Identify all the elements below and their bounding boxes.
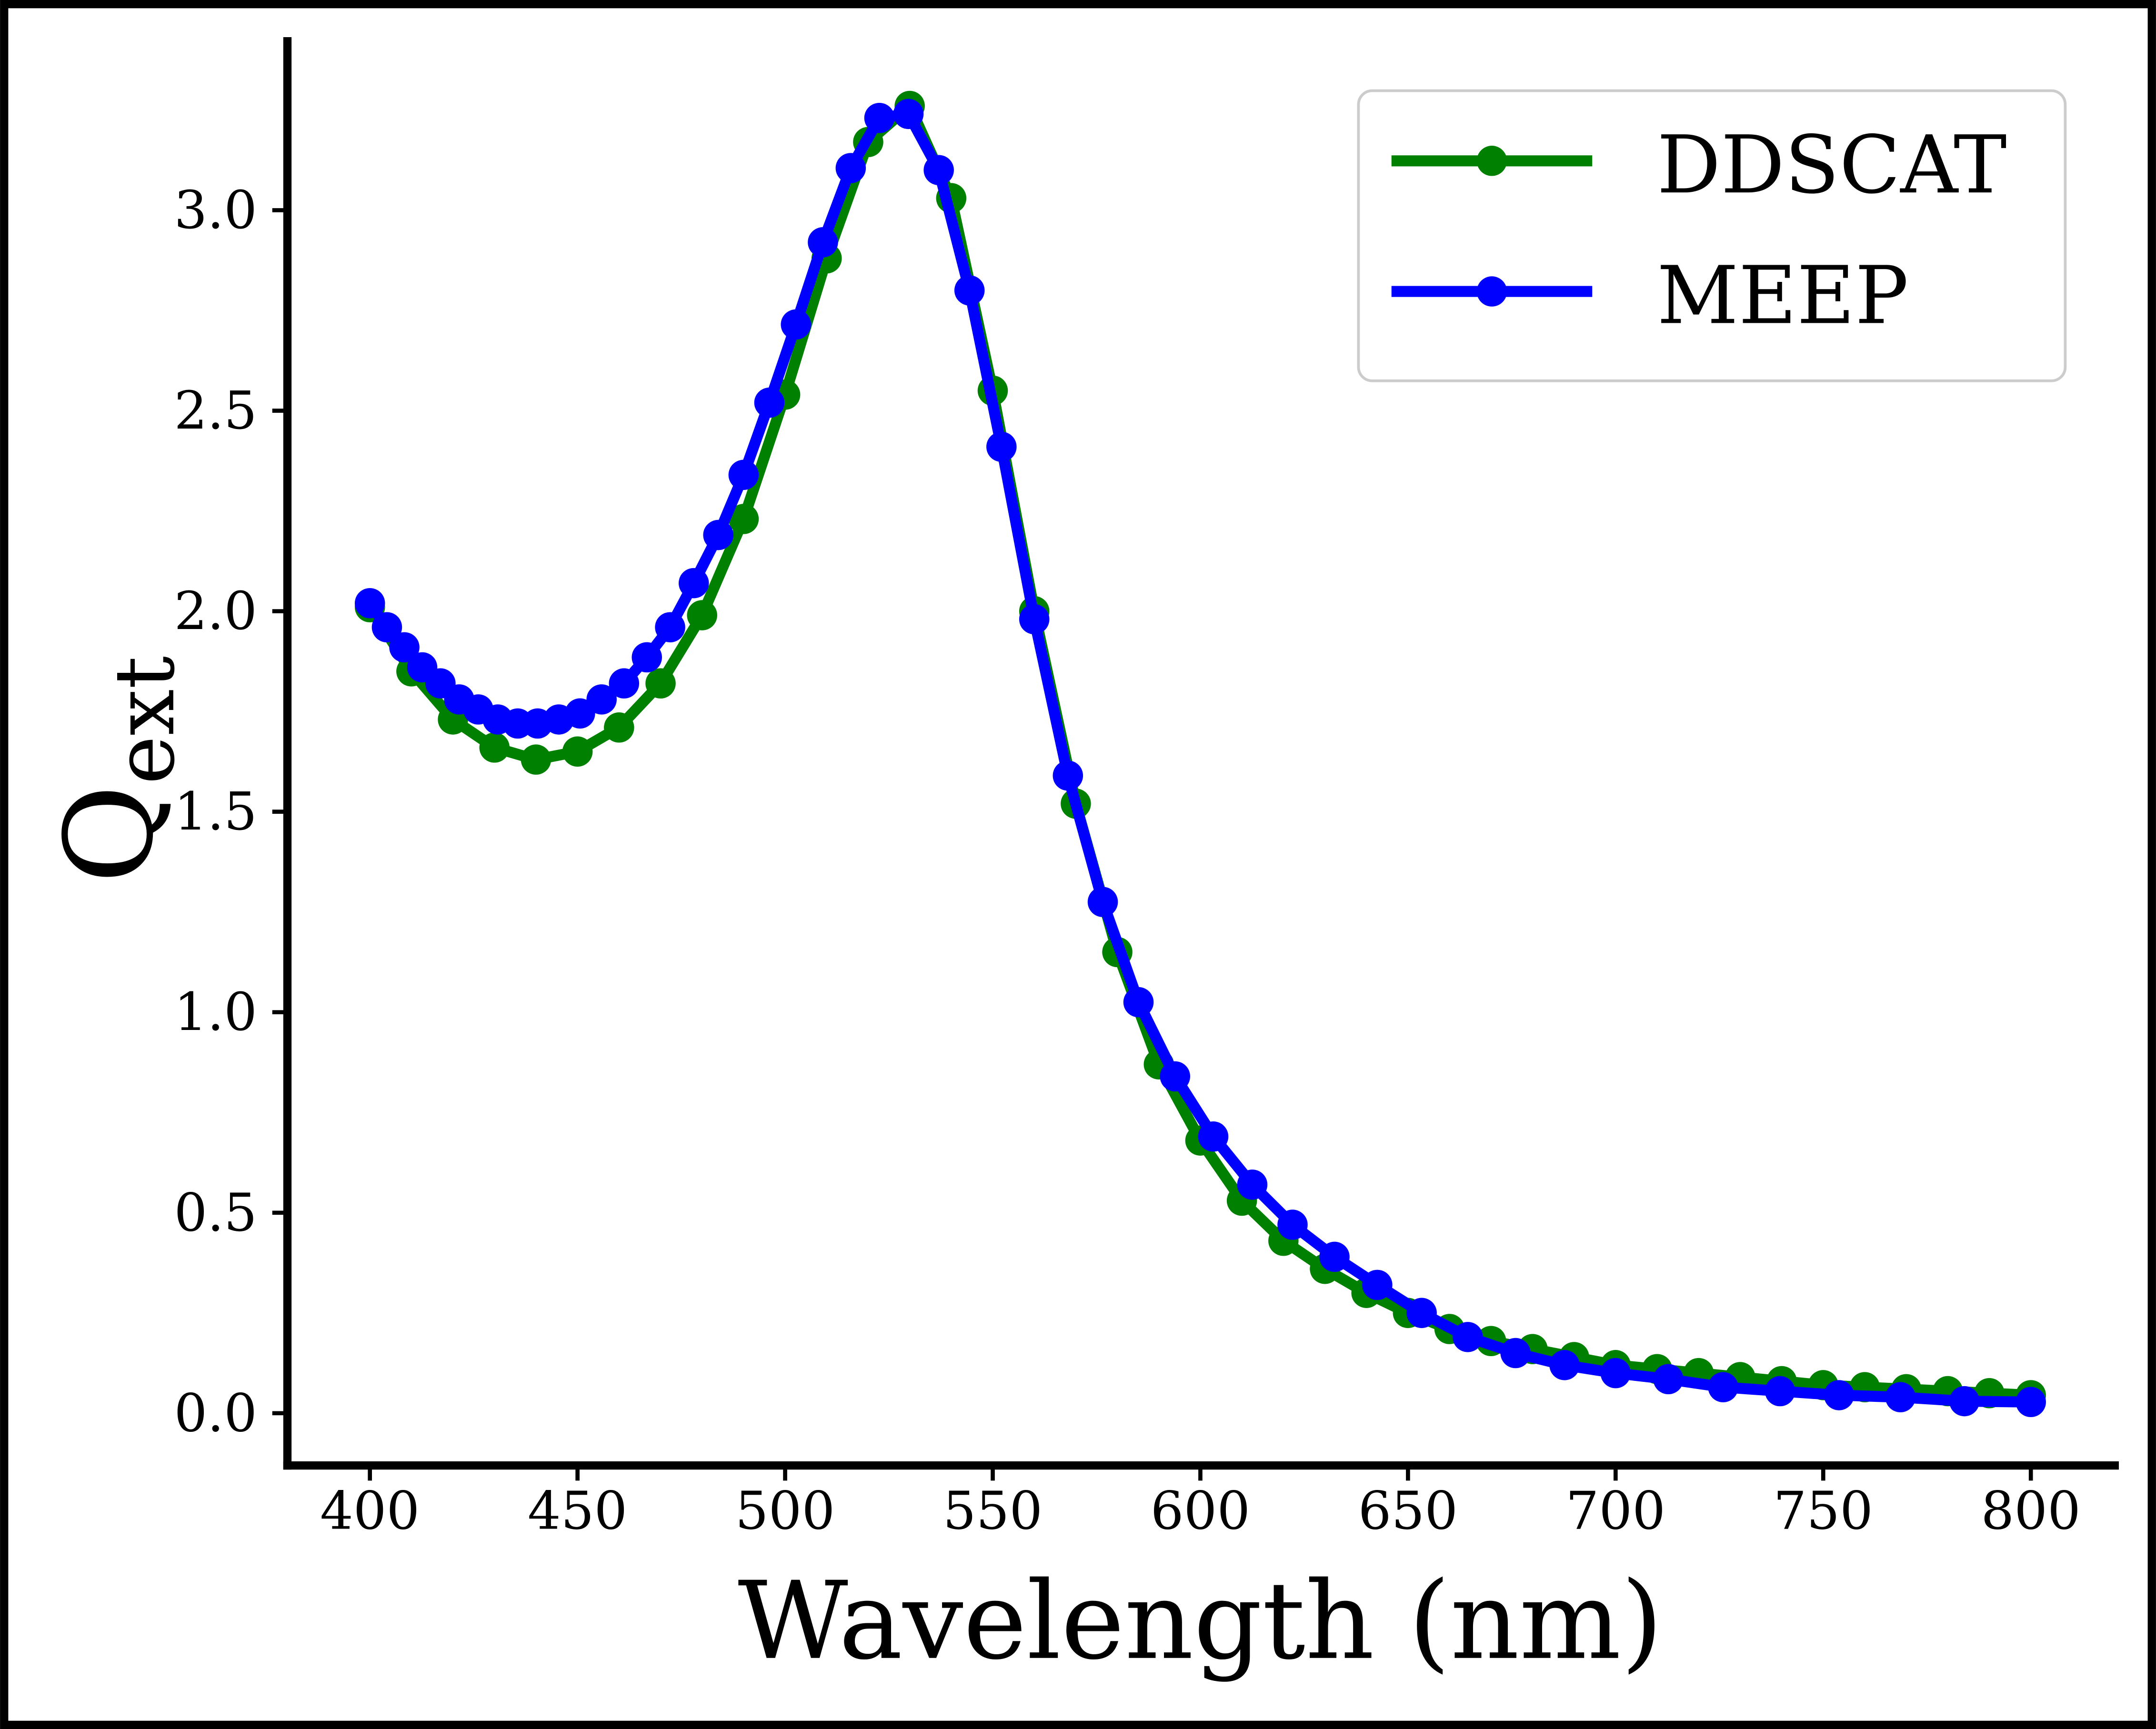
- data-point-meep: [1160, 1061, 1191, 1092]
- x-tick-label: 650: [1358, 1480, 1458, 1541]
- data-point-meep: [565, 698, 595, 729]
- x-tick-label: 700: [1566, 1480, 1665, 1541]
- data-point-meep: [1237, 1169, 1268, 1200]
- y-axis-ticks: 0.0 0.5 1.0 1.5 2.0 2.5 3.0: [174, 180, 288, 1443]
- data-point-meep: [864, 102, 895, 133]
- data-point-ddscat: [479, 732, 510, 763]
- data-point-meep: [923, 155, 954, 185]
- x-axis-label: Wavelength (nm): [738, 1559, 1663, 1684]
- y-axis-label-subscript: ext: [97, 656, 193, 785]
- data-point-meep: [754, 387, 785, 418]
- x-tick-label: 550: [943, 1480, 1043, 1541]
- data-point-meep: [389, 632, 420, 663]
- data-point-meep: [703, 520, 733, 550]
- data-point-meep: [1019, 604, 1050, 635]
- data-point-meep: [678, 568, 709, 599]
- data-point-meep: [1824, 1380, 1855, 1410]
- data-point-meep: [1949, 1386, 1980, 1417]
- y-tick-label: 1.5: [174, 781, 257, 842]
- data-point-ddscat: [687, 600, 717, 630]
- legend-label-ddscat: DDSCAT: [1657, 119, 2007, 211]
- data-point-meep: [371, 612, 402, 643]
- x-tick-label: 450: [528, 1480, 627, 1541]
- data-point-meep: [2016, 1387, 2046, 1418]
- data-point-meep: [1362, 1269, 1393, 1300]
- data-point-meep: [632, 642, 662, 673]
- data-point-meep: [609, 668, 640, 699]
- y-tick-label: 2.0: [174, 580, 257, 641]
- data-point-meep: [1500, 1338, 1531, 1369]
- data-point-meep: [893, 99, 924, 130]
- data-point-meep: [1277, 1209, 1308, 1240]
- data-point-meep: [808, 227, 838, 258]
- y-tick-label: 0.0: [174, 1382, 257, 1443]
- x-tick-label: 600: [1151, 1480, 1250, 1541]
- legend-marker-ddscat: [1476, 146, 1507, 176]
- data-point-meep: [1087, 887, 1118, 917]
- legend-label-meep: MEEP: [1657, 250, 1909, 342]
- legend: DDSCAT MEEP: [1357, 89, 2067, 382]
- data-point-meep: [1885, 1382, 1916, 1412]
- data-point-ddscat: [562, 736, 593, 767]
- data-point-meep: [1053, 760, 1083, 791]
- x-tick-label: 400: [320, 1480, 420, 1541]
- data-point-meep: [1653, 1364, 1684, 1395]
- data-point-meep: [354, 588, 385, 619]
- data-point-meep: [1453, 1322, 1483, 1352]
- y-tick-label: 2.5: [174, 380, 257, 441]
- data-point-meep: [586, 684, 617, 715]
- data-point-meep: [1549, 1350, 1580, 1380]
- data-point-meep: [655, 612, 685, 643]
- data-point-meep: [1123, 987, 1154, 1018]
- plot-area: [354, 90, 2046, 1418]
- data-point-ddscat: [604, 712, 634, 743]
- data-point-meep: [986, 431, 1017, 462]
- y-tick-label: 3.0: [174, 180, 257, 240]
- data-point-meep: [1765, 1376, 1795, 1407]
- legend-marker-meep: [1476, 276, 1507, 307]
- x-tick-label: 500: [735, 1480, 835, 1541]
- y-tick-label: 1.0: [174, 981, 257, 1042]
- x-axis-ticks: 400 450 500 550 600 650 700 750 800: [320, 1465, 2081, 1541]
- data-point-ddscat: [645, 668, 676, 699]
- x-tick-label: 750: [1774, 1480, 1873, 1541]
- y-axis-label-main: Q: [39, 784, 180, 883]
- y-axis-label: Qext: [39, 656, 193, 884]
- data-point-meep: [954, 275, 985, 306]
- data-point-meep: [835, 153, 866, 183]
- data-point-meep: [728, 460, 759, 490]
- y-tick-label: 0.5: [174, 1182, 257, 1243]
- x-tick-label: 800: [1981, 1480, 2081, 1541]
- data-point-ddscat: [728, 504, 759, 534]
- data-point-meep: [1319, 1241, 1350, 1272]
- data-point-meep: [781, 309, 811, 340]
- data-point-ddscat: [521, 744, 552, 775]
- data-point-meep: [1600, 1358, 1631, 1389]
- data-point-meep: [1406, 1298, 1437, 1329]
- data-point-meep: [1708, 1372, 1738, 1402]
- data-point-meep: [1198, 1121, 1229, 1152]
